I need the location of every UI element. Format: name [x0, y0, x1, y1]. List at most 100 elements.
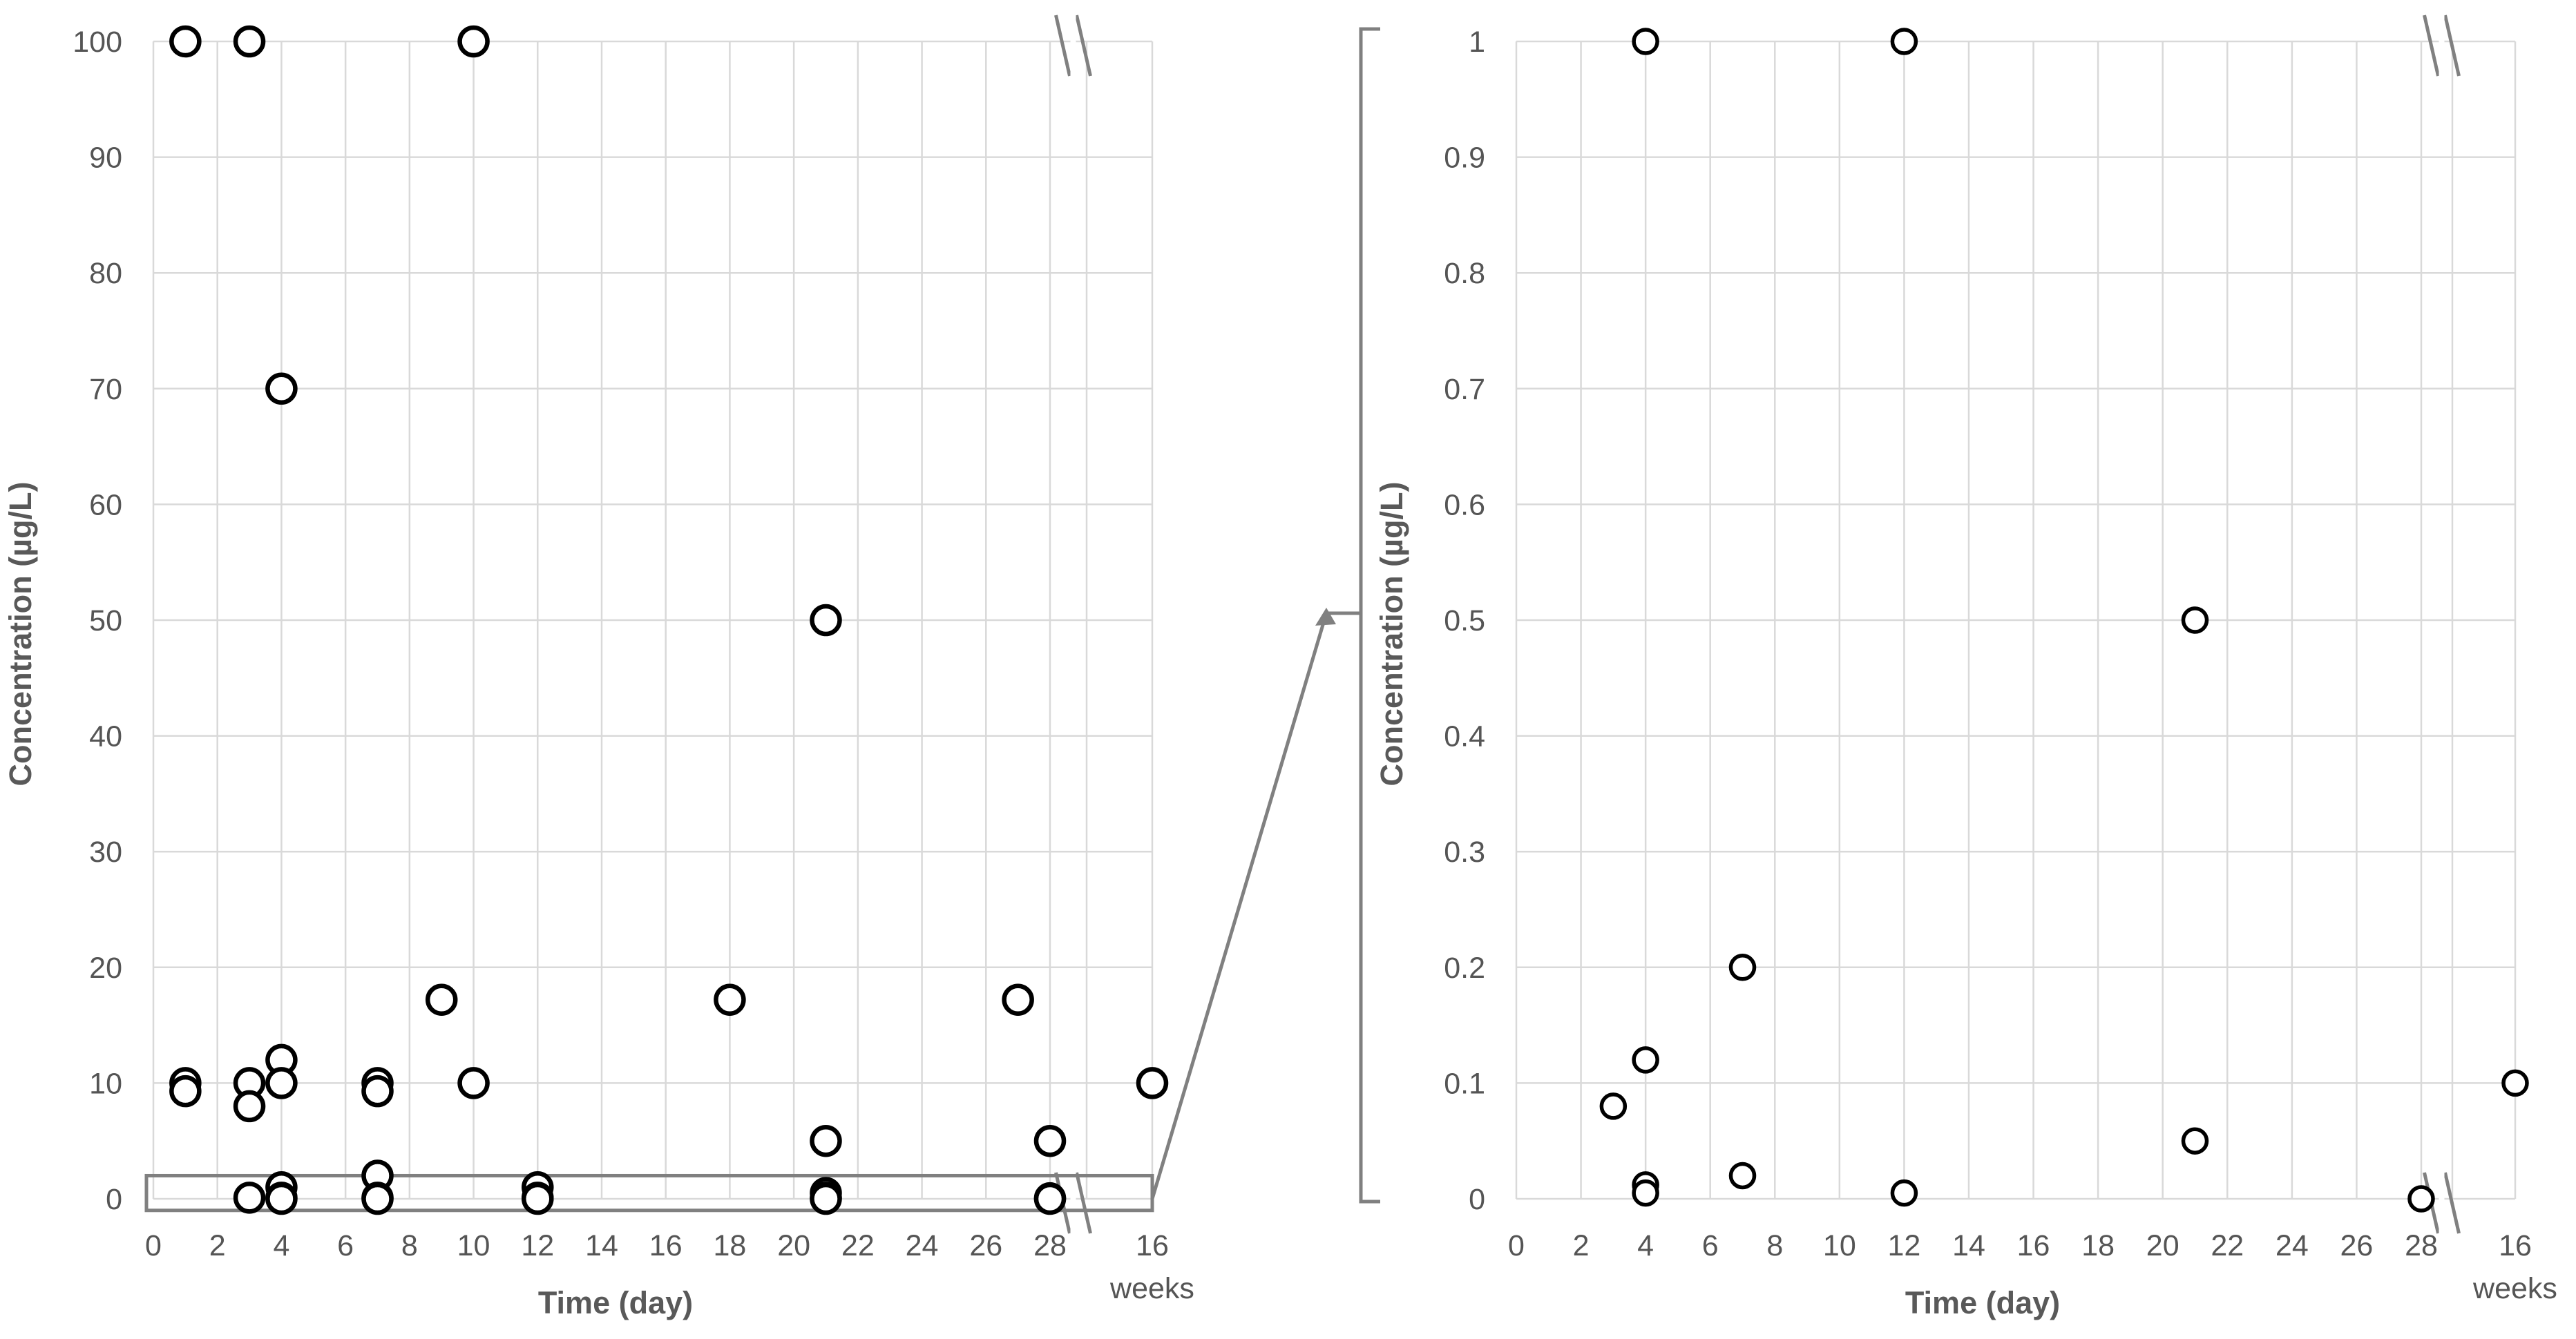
- right-x-tick-label: 20: [2146, 1229, 2179, 1262]
- left-data-point-17: [810, 1124, 842, 1157]
- right-x-tick-label: 8: [1766, 1229, 1783, 1262]
- left-data-point-33: [1033, 1182, 1067, 1215]
- left-data-point-30: [361, 1182, 394, 1215]
- right-y-tick-label: 0.8: [1444, 257, 1485, 290]
- left-x-tick-label: 10: [457, 1229, 490, 1262]
- left-y-tick-label: 80: [89, 257, 122, 290]
- right-x-tick-label: 0: [1508, 1229, 1525, 1262]
- left-data-point-0: [169, 25, 202, 58]
- right-x-tick-labels: 0 2 4 6 8 10 12 14 16 18 20 22 24 26 28: [1508, 1229, 2438, 1262]
- right-x-tick-label: 16: [2017, 1229, 2050, 1262]
- left-x-tick-labels: 0 2 4 6 8 10 12 14 16 18 20 22 24 26 28: [145, 1229, 1067, 1262]
- left-y-tick-label: 30: [89, 836, 122, 869]
- left-y-tick-label: 90: [89, 142, 122, 175]
- left-data-point-3: [265, 372, 298, 405]
- left-data-points: [169, 25, 1169, 1215]
- left-y-axis-label: Concentration (µg/L): [3, 482, 38, 787]
- right-data-point-2: [2181, 606, 2209, 634]
- right-y-tick-label: 0.2: [1444, 952, 1485, 985]
- right-x-tick-label: 14: [1952, 1229, 1985, 1262]
- left-axis-break-marks: [1054, 15, 1092, 1234]
- right-y-tick-label: 0.7: [1444, 373, 1485, 406]
- right-data-points: [1599, 28, 2529, 1213]
- zoom-arrow-line: [1150, 613, 1328, 1200]
- left-x-tick-label: 2: [209, 1229, 226, 1262]
- right-y-tick-label: 0: [1469, 1183, 1485, 1216]
- left-break-gap-1: [1070, 1173, 1076, 1233]
- left-break-slash-a-0: [1054, 15, 1071, 77]
- left-data-point-31: [522, 1182, 554, 1215]
- right-y-tick-label: 0.3: [1444, 836, 1485, 869]
- left-x-tick-label: 16: [649, 1229, 683, 1262]
- left-x-tick-label: 4: [273, 1229, 289, 1262]
- left-y-tick-labels: 0 10 20 30 40 50 60 70 80 90 100: [73, 26, 122, 1216]
- left-y-tick-label: 100: [73, 26, 122, 59]
- left-gridlines: [152, 40, 1154, 1200]
- right-break-data-point-0: [2501, 1069, 2529, 1097]
- right-data-point-1: [1890, 28, 1918, 55]
- left-x-axis-label: Time (day): [538, 1285, 693, 1320]
- left-x-tick-label: 28: [1033, 1229, 1067, 1262]
- left-break-gap-0: [1070, 15, 1076, 76]
- left-data-point-12: [233, 1090, 266, 1123]
- zoom-bracket: [1359, 27, 1380, 1204]
- left-data-point-4: [810, 604, 842, 637]
- left-break-data-point-0: [1136, 1067, 1169, 1099]
- left-break-unit-label: weeks: [1109, 1272, 1194, 1305]
- zoom-highlight-rect: [144, 1173, 1154, 1213]
- left-break-slash-b-0: [1075, 15, 1092, 77]
- left-x-tick-label: 8: [401, 1229, 418, 1262]
- right-break-tick-label: 16: [2499, 1229, 2532, 1262]
- right-x-tick-label: 22: [2211, 1229, 2244, 1262]
- right-y-tick-label: 1: [1469, 26, 1485, 59]
- left-data-point-7: [1002, 983, 1034, 1016]
- left-data-point-15: [361, 1075, 394, 1108]
- left-data-point-29: [265, 1182, 298, 1215]
- left-y-tick-label: 0: [106, 1183, 122, 1216]
- right-x-axis-label: Time (day): [1905, 1285, 2060, 1320]
- left-x-tick-label: 24: [906, 1229, 939, 1262]
- left-break-tick-label: 16: [1136, 1229, 1169, 1262]
- left-data-point-10: [169, 1075, 202, 1108]
- right-y-tick-label: 0.5: [1444, 604, 1485, 637]
- left-x-tick-label: 12: [521, 1229, 554, 1262]
- right-x-tick-label: 6: [1702, 1229, 1719, 1262]
- left-y-tick-label: 10: [89, 1067, 122, 1100]
- left-data-point-32: [810, 1182, 842, 1215]
- right-gridlines: [1515, 40, 2517, 1200]
- right-data-point-3: [1728, 954, 1757, 981]
- right-chart: 00.10.20.30.40.50.60.70.80.91 0 2 4 6 8 10 12 1…: [1374, 15, 2557, 1320]
- right-x-tick-label: 2: [1573, 1229, 1590, 1262]
- right-y-tick-label: 0.1: [1444, 1067, 1485, 1100]
- right-x-tick-label: 24: [2276, 1229, 2309, 1262]
- right-y-tick-label: 0.4: [1444, 720, 1485, 753]
- right-data-point-11: [2407, 1185, 2435, 1213]
- right-x-tick-label: 10: [1823, 1229, 1856, 1262]
- right-break-slash-b-1: [2443, 1172, 2461, 1234]
- left-break-slash-b-1: [1075, 1172, 1092, 1234]
- right-x-tick-label: 12: [1888, 1229, 1921, 1262]
- left-x-tick-label: 6: [337, 1229, 354, 1262]
- right-axis-break-marks: [2423, 15, 2461, 1234]
- left-x-tick-label: 22: [841, 1229, 875, 1262]
- right-x-tick-label: 4: [1637, 1229, 1654, 1262]
- left-y-tick-label: 40: [89, 720, 122, 753]
- right-x-tick-label: 28: [2405, 1229, 2438, 1262]
- right-data-point-4: [1632, 1046, 1659, 1074]
- right-y-tick-labels: 0 0.1 0.2 0.3 0.4 0.5 0.6 0.7 0.8 0.9 1: [1444, 26, 1485, 1216]
- left-data-point-23: [233, 1182, 266, 1214]
- right-y-axis-label: Concentration (µg/L): [1374, 482, 1409, 787]
- right-break-slash-b-0: [2443, 15, 2461, 77]
- left-data-point-18: [1033, 1124, 1067, 1157]
- right-break-unit-label: weeks: [2472, 1272, 2557, 1305]
- left-zoom-highlight-box: [144, 1173, 1154, 1213]
- right-data-point-7: [1728, 1162, 1757, 1190]
- left-x-tick-label: 20: [777, 1229, 810, 1262]
- right-x-tick-label: 18: [2081, 1229, 2115, 1262]
- right-data-point-0: [1632, 28, 1659, 55]
- left-data-point-1: [233, 25, 266, 58]
- left-x-tick-label: 18: [714, 1229, 747, 1262]
- left-data-point-2: [457, 25, 490, 58]
